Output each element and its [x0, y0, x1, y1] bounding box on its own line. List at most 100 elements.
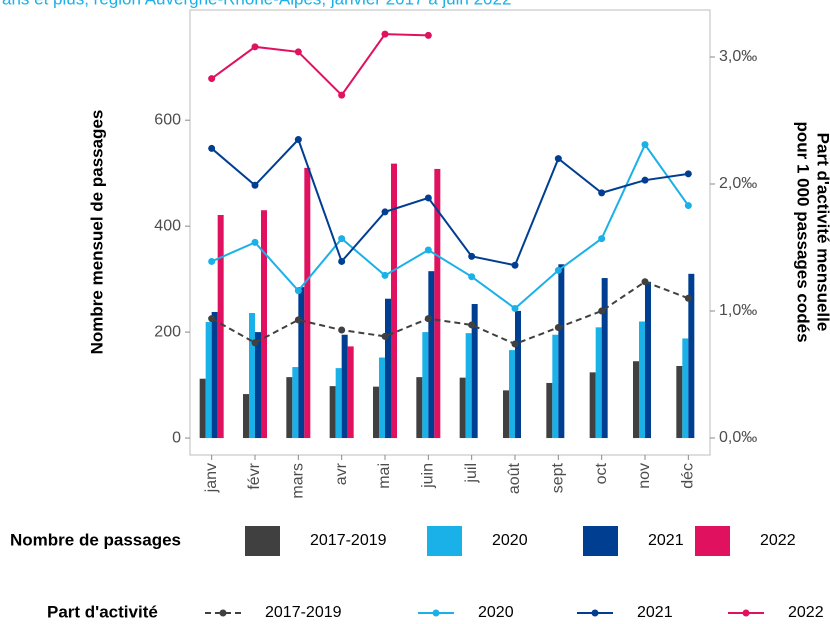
point: [684, 170, 692, 178]
point: [338, 91, 346, 99]
bar: [676, 366, 683, 439]
bar: [552, 334, 559, 439]
x-tick-label: avr: [333, 462, 350, 485]
point: [641, 176, 649, 184]
bar: [503, 390, 509, 439]
bar: [416, 377, 423, 439]
y2-tick-label: 3,0‰: [719, 48, 757, 65]
y2-tick-label: 2,0‰: [719, 175, 757, 192]
point: [251, 181, 259, 189]
point: [684, 202, 692, 210]
point: [338, 257, 346, 265]
point: [294, 316, 302, 324]
bar: [422, 332, 429, 439]
bar: [385, 298, 391, 439]
legend-point: [591, 609, 599, 617]
point: [381, 30, 389, 38]
bar: [217, 215, 224, 439]
y2-axis-label: Part d'activité mensuelle: [814, 133, 830, 332]
legend-title: Nombre de passages: [10, 530, 181, 549]
legend-point: [742, 609, 750, 617]
legend-label: 2021: [648, 532, 684, 549]
point: [598, 189, 606, 197]
legend-swatch: [583, 526, 618, 556]
x-tick-label: juil: [463, 463, 480, 484]
point: [424, 315, 432, 323]
plot-frame: [189, 9, 711, 456]
x-tick-label: mars: [290, 463, 307, 499]
bar: [434, 168, 441, 439]
bar: [255, 332, 261, 439]
bar: [304, 167, 311, 439]
point: [294, 136, 302, 144]
bar: [205, 322, 212, 439]
point: [251, 238, 259, 246]
point: [468, 252, 476, 260]
x-tick-label: juin: [420, 463, 437, 489]
line: [211, 33, 429, 97]
legend-label: 2020: [492, 532, 528, 549]
x-tick-label: déc: [680, 463, 697, 489]
bar: [329, 386, 336, 439]
point: [468, 321, 476, 329]
line: [211, 142, 690, 310]
point: [641, 141, 649, 149]
y2-tick-label: 1,0‰: [719, 302, 757, 319]
bar: [589, 372, 596, 439]
x-tick-label: janv: [203, 463, 220, 493]
point: [554, 155, 562, 163]
legend-swatch: [695, 526, 730, 556]
point: [641, 278, 649, 286]
bar: [558, 264, 565, 439]
point: [424, 246, 432, 254]
bar: [298, 287, 305, 439]
x-tick-label: août: [506, 462, 523, 494]
legend-point: [432, 609, 440, 617]
point: [381, 332, 389, 340]
bar: [601, 278, 608, 439]
x-tick-label: oct: [593, 462, 610, 484]
legend-point: [219, 609, 227, 617]
y-tick-label: 600: [154, 111, 181, 128]
x-tick-label: nov: [636, 463, 653, 489]
legend-label: 2022: [760, 532, 796, 549]
point: [208, 257, 216, 265]
bar: [379, 357, 385, 439]
point: [381, 208, 389, 216]
point: [338, 235, 346, 243]
legend-swatch: [245, 526, 280, 556]
legend-title: Part d'activité: [47, 602, 158, 621]
y2-tick-label: 0,0‰: [719, 429, 757, 446]
point: [598, 307, 606, 315]
point: [598, 235, 606, 243]
point: [294, 48, 302, 56]
legend-label: 2021: [637, 604, 673, 621]
y-tick-label: 400: [154, 217, 181, 234]
point: [511, 340, 519, 348]
legend-label: 2017-2019: [265, 604, 342, 621]
bar: [471, 304, 478, 439]
bar: [391, 163, 397, 439]
point: [251, 43, 259, 51]
point: [424, 194, 432, 202]
legend-swatch: [427, 526, 462, 556]
bar: [249, 313, 255, 439]
bar: [341, 334, 348, 439]
legend-label: 2020: [478, 604, 514, 621]
bar: [509, 350, 515, 439]
bar: [546, 382, 553, 439]
point: [511, 261, 519, 269]
point: [381, 271, 389, 279]
chart-title: ans et plus, région Auvergne-Rhône-Alpes…: [2, 0, 511, 8]
bar: [286, 377, 293, 439]
point: [208, 315, 216, 323]
bar: [373, 386, 379, 439]
point: [251, 339, 259, 347]
y-tick-label: 200: [154, 323, 181, 340]
point: [208, 75, 216, 83]
bar: [682, 338, 689, 439]
point: [208, 144, 216, 152]
point: [684, 294, 692, 302]
y-tick-label: 0: [172, 429, 181, 446]
